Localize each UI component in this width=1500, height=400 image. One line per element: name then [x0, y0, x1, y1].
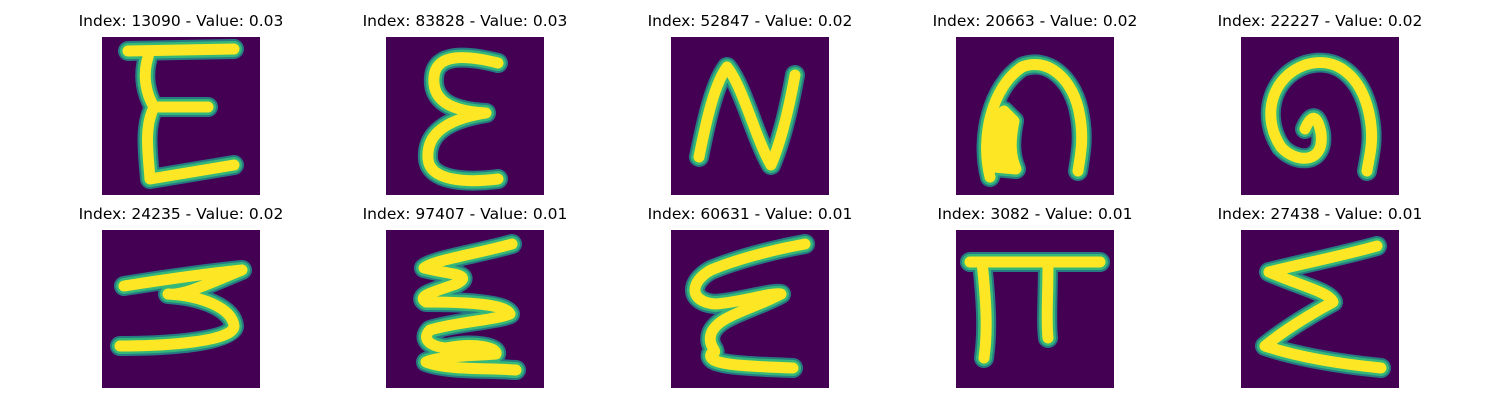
- image-panel-5: Index: 22227 - Value: 0.02: [1175, 11, 1465, 201]
- image-panel-9: Index: 3082 - Value: 0.01: [890, 204, 1180, 394]
- glyph-stroke: [964, 256, 1106, 364]
- glyph-stroke: [114, 264, 248, 352]
- glyph-stroke: [422, 52, 504, 187]
- glyph-stroke: [984, 105, 1022, 175]
- glyph-stroke: [1275, 112, 1327, 164]
- glyph-stroke: [689, 238, 811, 374]
- glyph-stroke: [122, 43, 240, 185]
- glyph-stroke: [693, 61, 801, 171]
- image-panel-10: Index: 27438 - Value: 0.01: [1175, 204, 1465, 394]
- panel-title: Index: 3082 - Value: 0.01: [937, 205, 1133, 223]
- panel-title: Index: 13090 - Value: 0.03: [78, 12, 284, 30]
- image-panel-8: Index: 60631 - Value: 0.01: [605, 204, 895, 394]
- panel-title: Index: 27438 - Value: 0.01: [1217, 205, 1423, 223]
- image-panel-6: Index: 24235 - Value: 0.02: [36, 204, 326, 394]
- image-panel-4: Index: 20663 - Value: 0.02: [890, 11, 1180, 201]
- panel-title: Index: 83828 - Value: 0.03: [362, 12, 568, 30]
- glyph-image: [956, 37, 1114, 195]
- image-panel-3: Index: 52847 - Value: 0.02: [605, 11, 895, 201]
- glyph-image: [671, 37, 829, 195]
- glyph-image: [386, 37, 544, 195]
- glyph-image: [386, 230, 544, 388]
- glyph-image: [102, 37, 260, 195]
- panel-title: Index: 20663 - Value: 0.02: [932, 12, 1138, 30]
- glyph-image: [102, 230, 260, 388]
- glyph-image: [1241, 230, 1399, 388]
- panel-title: Index: 52847 - Value: 0.02: [647, 12, 853, 30]
- glyph-image: [671, 230, 829, 388]
- glyph-image: [1241, 37, 1399, 195]
- panel-title: Index: 97407 - Value: 0.01: [362, 205, 568, 223]
- glyph-image: [956, 230, 1114, 388]
- image-panel-2: Index: 83828 - Value: 0.03: [320, 11, 610, 201]
- image-panel-1: Index: 13090 - Value: 0.03: [36, 11, 326, 201]
- panel-title: Index: 24235 - Value: 0.02: [78, 205, 284, 223]
- glyph-stroke: [417, 238, 522, 376]
- panel-title: Index: 22227 - Value: 0.02: [1217, 12, 1423, 30]
- glyph-stroke: [1259, 240, 1387, 374]
- image-panel-7: Index: 97407 - Value: 0.01: [320, 204, 610, 394]
- glyph-stroke: [1265, 57, 1378, 177]
- panel-title: Index: 60631 - Value: 0.01: [647, 205, 853, 223]
